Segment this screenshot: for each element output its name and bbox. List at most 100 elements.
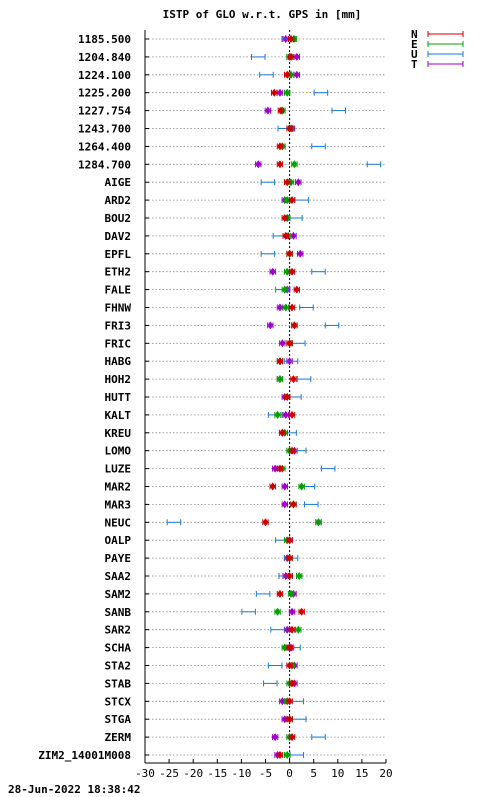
point-u — [311, 268, 326, 275]
point-u — [267, 662, 283, 669]
timestamp: 28-Jun-2022 18:38:42 — [8, 783, 140, 796]
point-n — [286, 554, 293, 563]
point-u — [241, 608, 256, 615]
legend-label-e: E — [411, 38, 418, 51]
x-tick-label: 20 — [379, 767, 392, 780]
point-t — [269, 267, 276, 276]
station-label: PAYE — [105, 552, 132, 565]
point-u — [320, 465, 336, 472]
point-e — [276, 375, 284, 384]
point-t — [267, 321, 274, 330]
point-n — [287, 35, 295, 43]
station-label: LOMO — [105, 445, 132, 458]
station-label: 1204.840 — [78, 51, 131, 64]
point-n — [290, 500, 297, 509]
point-t — [281, 500, 288, 509]
station-label: HABG — [105, 355, 132, 368]
legend-label-n: N — [411, 28, 418, 41]
point-n — [288, 410, 296, 419]
point-t — [279, 339, 286, 348]
point-n — [286, 536, 293, 545]
point-n — [286, 697, 293, 706]
station-label: FRI3 — [105, 319, 132, 332]
point-e — [283, 751, 291, 759]
point-t — [264, 106, 272, 115]
point-n — [288, 679, 296, 688]
station-label: HUTT — [105, 391, 132, 404]
point-e — [282, 303, 289, 312]
x-tick-label: 0 — [286, 767, 293, 780]
point-e — [283, 88, 291, 97]
station-label: 1225.200 — [78, 87, 131, 100]
point-u — [288, 215, 303, 221]
station-label: FHNW — [105, 302, 132, 315]
point-n — [283, 393, 291, 401]
point-u — [366, 161, 382, 168]
point-n — [286, 715, 293, 724]
point-n — [286, 124, 293, 133]
station-label: SCHA — [105, 642, 132, 655]
point-n — [282, 231, 289, 240]
station-label: LUZE — [105, 463, 132, 476]
point-u — [299, 304, 314, 311]
x-tick-label: -25 — [159, 767, 179, 780]
point-u — [331, 107, 347, 114]
x-tick-label: -10 — [231, 767, 251, 780]
station-label: HOH2 — [105, 373, 132, 386]
station-label: 1185.500 — [78, 33, 131, 46]
station-label: AIGE — [105, 176, 132, 189]
point-n — [287, 52, 295, 61]
x-axis: -30 -25 -20 -15 -10 -5 0 5 10 15 20 — [135, 30, 393, 780]
point-t — [271, 733, 279, 742]
station-labels: 1185.500 1204.840 1224.100 1225.200 1227.754… — [38, 33, 131, 762]
data-points — [166, 35, 382, 759]
station-label: OALP — [105, 534, 132, 547]
point-n — [286, 661, 293, 670]
point-e — [315, 518, 322, 527]
point-n — [269, 482, 276, 491]
point-n — [276, 464, 284, 473]
point-e — [274, 410, 281, 419]
point-e — [295, 625, 302, 634]
point-u — [313, 89, 329, 96]
legend-label-u: U — [411, 48, 418, 61]
point-n — [298, 607, 305, 616]
station-label: STCX — [105, 695, 132, 708]
point-t — [290, 231, 297, 240]
point-e — [298, 482, 305, 491]
point-n — [262, 518, 269, 527]
point-t — [255, 160, 262, 169]
point-n — [288, 267, 296, 276]
point-n — [290, 375, 297, 384]
point-n — [276, 751, 284, 759]
point-e — [287, 589, 295, 598]
point-t — [293, 70, 301, 79]
station-label: FALE — [105, 284, 132, 297]
station-label: MAR3 — [105, 498, 132, 511]
legend-label-t: T — [411, 58, 418, 71]
point-u — [311, 143, 326, 150]
station-label: 1224.100 — [78, 69, 131, 82]
x-tick-label: -15 — [207, 767, 227, 780]
point-n — [286, 249, 293, 258]
station-label: ZIM2_14001M008 — [38, 749, 131, 762]
point-e — [274, 607, 281, 616]
x-tick-label: 10 — [331, 767, 344, 780]
point-n — [281, 214, 288, 222]
point-e — [291, 160, 298, 169]
point-n — [286, 339, 293, 348]
point-t — [276, 303, 284, 312]
station-label: ETH2 — [105, 266, 132, 279]
point-u — [260, 179, 276, 186]
point-u — [283, 358, 299, 365]
station-label: ARD2 — [105, 194, 132, 207]
x-tick-label: -20 — [183, 767, 203, 780]
x-tick-label: -30 — [135, 767, 155, 780]
point-t — [281, 482, 288, 491]
point-n — [293, 285, 301, 294]
point-u — [166, 519, 182, 526]
point-u — [270, 626, 285, 633]
x-tick-label: 5 — [310, 767, 317, 780]
